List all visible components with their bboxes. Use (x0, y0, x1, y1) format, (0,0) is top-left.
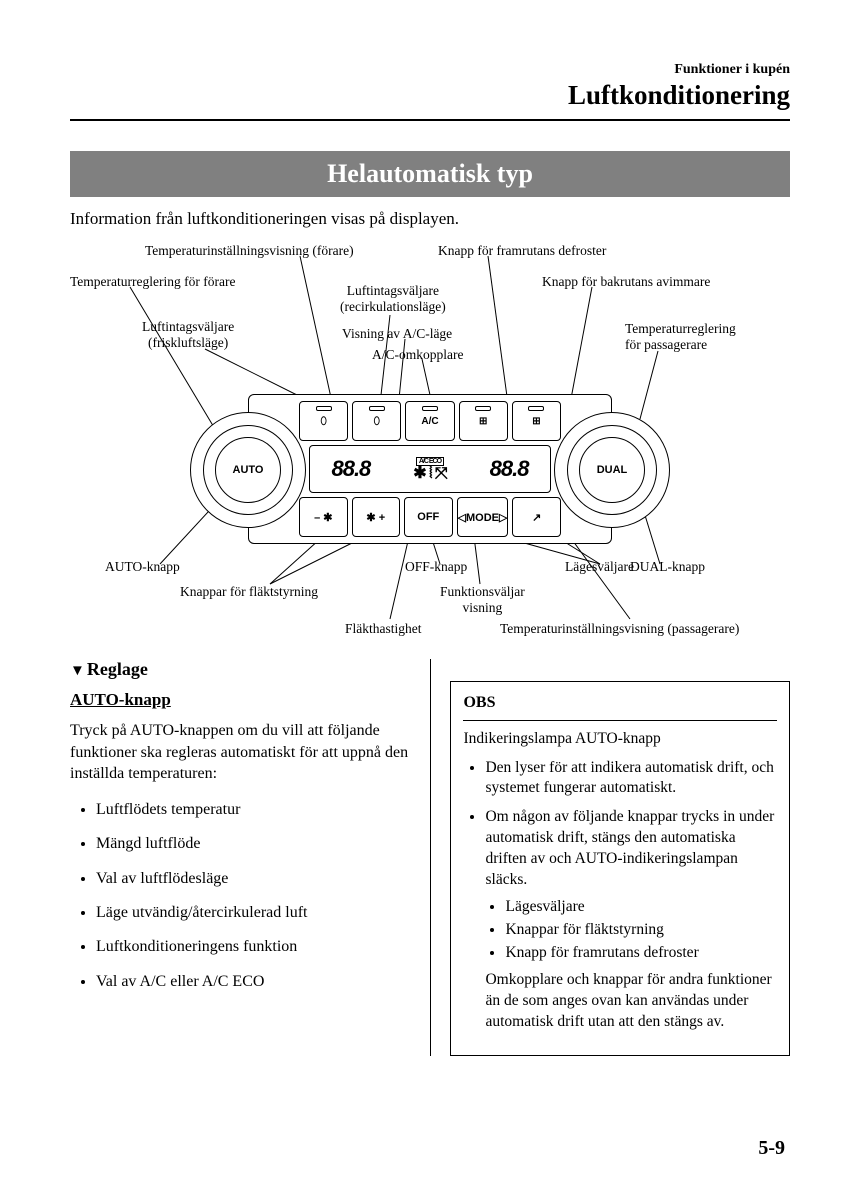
panel-display: 88.8 A/C ECO ✱ ⦚ ⤧ 88.8 (309, 445, 551, 493)
label-temp-setting-pass: Temperaturinställningsvisning (passagera… (500, 621, 739, 637)
display-temp-driver: 88.8 (331, 456, 370, 482)
label-intake-recirc: Luftintagsväljare (recirkulationsläge) (340, 283, 446, 315)
left-column: Reglage AUTO-knapp Tryck på AUTO-knappen… (70, 659, 410, 1056)
label-ac-mode-display: Visning av A/C-läge (342, 326, 452, 342)
label-temp-setting-driver: Temperaturinställningsvisning (förare) (145, 243, 354, 259)
header-section-small: Funktioner i kupén (70, 62, 790, 78)
btn-mode[interactable]: ◁MODE▷ (457, 497, 509, 537)
list-item: Mängd luftflöde (96, 833, 410, 855)
intro-text: Information från luftkonditioneringen vi… (70, 209, 790, 229)
header-section-large: Luftkonditionering (70, 80, 790, 111)
list-item: Luftflödets temperatur (96, 799, 410, 821)
label-temp-control-pass-l2: för passagerare (625, 337, 707, 352)
obs-title: OBS (463, 692, 777, 721)
list-item: Val av luftflödesläge (96, 868, 410, 890)
btn-recirc[interactable]: ⬯ (352, 401, 401, 441)
section-banner: Helautomatisk typ (70, 151, 790, 197)
label-temp-control-driver: Temperaturreglering för förare (70, 274, 235, 290)
obs-item-text: Om någon av följande knappar trycks in u… (485, 808, 774, 888)
btn-airflow[interactable]: ↗ (512, 497, 561, 537)
label-intake-recirc-l2: (recirkulationsläge) (340, 299, 446, 314)
dial-passenger[interactable]: DUAL (554, 412, 670, 528)
label-intake-fresh-l1: Luftintagsväljare (142, 319, 234, 334)
list-item: Den lyser för att indikera automatisk dr… (485, 758, 777, 800)
btn-front-defrost[interactable]: ⊞ (459, 401, 508, 441)
btn-ac[interactable]: A/C (405, 401, 454, 441)
label-ac-switch: A/C-omkopplare (372, 347, 463, 363)
dial-passenger-label: DUAL (579, 437, 645, 503)
btn-off[interactable]: OFF (404, 497, 453, 537)
btn-fan-up[interactable]: ✱ + (352, 497, 401, 537)
list-item: Knappar för fläktstyrning (505, 920, 777, 941)
label-mode-selector: Lägesväljare (565, 559, 634, 575)
panel-bottom-row: – ✱ ✱ + OFF ◁MODE▷ ↗ (297, 497, 563, 537)
column-separator (430, 659, 431, 1056)
right-column: OBS Indikeringslampa AUTO-knapp Den lyse… (450, 659, 790, 1056)
list-item: Luftkonditioneringens funktion (96, 936, 410, 958)
two-column-layout: Reglage AUTO-knapp Tryck på AUTO-knappen… (70, 659, 790, 1056)
subhead-reglage: Reglage (70, 659, 410, 680)
display-mid-icons: A/C ECO ✱ ⦚ ⤧ (413, 457, 446, 482)
list-item: Lägesväljare (505, 897, 777, 918)
btn-rear-demist[interactable]: ⊞ (512, 401, 561, 441)
label-off-button: OFF-knapp (405, 559, 467, 575)
list-item: Val av A/C eller A/C ECO (96, 971, 410, 993)
label-temp-control-pass: Temperaturreglering för passagerare (625, 321, 736, 353)
label-fan-speed: Fläkthastighet (345, 621, 422, 637)
label-mode-display-l2: visning (462, 600, 502, 615)
list-item: Läge utvändig/återcirkulerad luft (96, 902, 410, 924)
obs-list: Den lyser för att indikera automatisk dr… (463, 758, 777, 1033)
obs-intro: Indikeringslampa AUTO-knapp (463, 729, 777, 750)
btn-fresh-air[interactable]: ⬯ (299, 401, 348, 441)
auto-bullet-list: Luftflödets temperatur Mängd luftflöde V… (70, 799, 410, 993)
uhead-auto-knapp: AUTO-knapp (70, 690, 410, 710)
dial-driver[interactable]: AUTO (190, 412, 306, 528)
obs-tail: Omkopplare och knappar för andra funktio… (485, 970, 777, 1033)
label-intake-recirc-l1: Luftintagsväljare (347, 283, 439, 298)
label-intake-fresh: Luftintagsväljare (friskluftsläge) (142, 319, 234, 351)
btn-fan-down[interactable]: – ✱ (299, 497, 348, 537)
dial-driver-label: AUTO (215, 437, 281, 503)
obs-box: OBS Indikeringslampa AUTO-knapp Den lyse… (450, 681, 790, 1056)
label-front-defrost: Knapp för framrutans defroster (438, 243, 606, 259)
obs-sublist: Lägesväljare Knappar för fläktstyrning K… (485, 897, 777, 964)
label-auto-button: AUTO-knapp (105, 559, 180, 575)
label-temp-control-pass-l1: Temperaturreglering (625, 321, 736, 336)
label-mode-display: Funktionsväljar visning (440, 584, 525, 616)
list-item: Knapp för framrutans defroster (505, 943, 777, 964)
climate-panel-figure: Temperaturinställningsvisning (förare) K… (70, 239, 790, 639)
label-fan-buttons: Knappar för fläktstyrning (180, 584, 318, 600)
climate-panel: ⬯ ⬯ A/C ⊞ ⊞ 88.8 A/C ECO ✱ ⦚ ⤧ 88.8 – ✱ … (230, 394, 630, 544)
label-mode-display-l1: Funktionsväljar (440, 584, 525, 599)
fan-icon: ✱ ⦚ ⤧ (413, 466, 446, 482)
label-intake-fresh-l2: (friskluftsläge) (148, 335, 228, 350)
label-dual-button: DUAL-knapp (630, 559, 705, 575)
list-item: Om någon av följande knappar trycks in u… (485, 807, 777, 1032)
page-number: 5-9 (758, 1137, 785, 1160)
header-rule (70, 119, 790, 121)
panel-top-row: ⬯ ⬯ A/C ⊞ ⊞ (297, 401, 563, 441)
label-rear-demist: Knapp för bakrutans avimmare (542, 274, 710, 290)
auto-para: Tryck på AUTO-knappen om du vill att föl… (70, 720, 410, 785)
display-temp-pass: 88.8 (490, 456, 529, 482)
